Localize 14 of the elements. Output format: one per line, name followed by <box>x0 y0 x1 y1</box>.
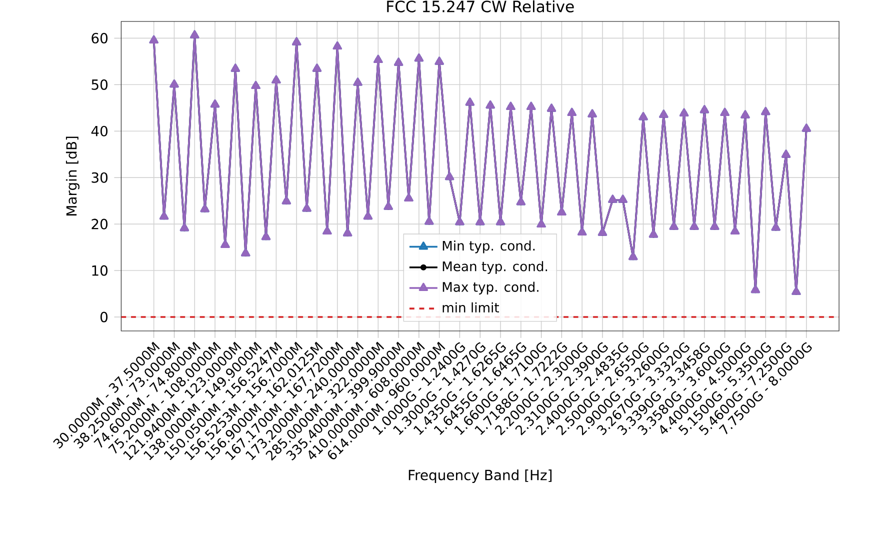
y-tick-label: 40 <box>91 126 108 136</box>
legend-label: Min typ. cond. <box>442 240 535 254</box>
ref-line-label: min limit <box>442 302 499 312</box>
legend-label: Mean typ. cond. <box>442 260 548 274</box>
y-tick-label: 30 <box>92 172 108 183</box>
y-tick-label: 50 <box>92 79 108 90</box>
chart-title: FCC 15.247 CW Relative <box>387 0 574 12</box>
x-axis-title: Frequency Band [Hz] <box>408 469 552 483</box>
y-tick-label: 0 <box>100 312 108 322</box>
y-tick-label: 10 <box>92 265 108 276</box>
y-tick-label: 20 <box>92 218 108 230</box>
legend-label: Max typ. cond. <box>442 282 538 294</box>
y-axis-title: Margin [dB] <box>66 136 80 216</box>
y-tick-label: 60 <box>92 32 108 44</box>
